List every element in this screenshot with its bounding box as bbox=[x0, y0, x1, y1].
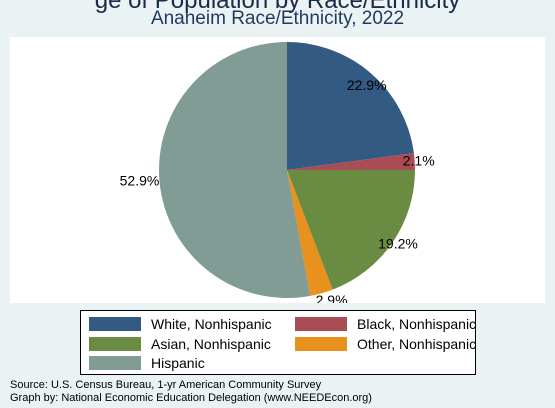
legend-label: White, Nonhispanic bbox=[151, 316, 272, 332]
source-note: Source: U.S. Census Bureau, 1-yr America… bbox=[10, 379, 372, 405]
source-line: Source: U.S. Census Bureau, 1-yr America… bbox=[10, 379, 322, 391]
legend-item-white-nonhispanic: White, Nonhispanic bbox=[89, 315, 272, 333]
legend-swatch bbox=[295, 317, 347, 331]
pie-slice-other-nonhispanic bbox=[287, 170, 333, 296]
slice-label-white-nonhispanic: 22.9% bbox=[347, 77, 387, 93]
chart-legend: White, Nonhispanic Black, Nonhispanic Asia… bbox=[80, 310, 476, 375]
chart-title: Anaheim Race/Ethnicity, 2022 bbox=[150, 8, 405, 29]
plot-area: 22.9% 2.1% 19.2% 2.9% 52.9% bbox=[10, 37, 545, 303]
cut-off-header-title: ge of Population by Race/Ethnicity bbox=[94, 0, 461, 14]
credit-line: Graph by: National Economic Education De… bbox=[10, 392, 372, 404]
legend-label: Hispanic bbox=[151, 355, 205, 371]
slice-label-hispanic: 52.9% bbox=[120, 172, 160, 188]
legend-swatch bbox=[89, 337, 141, 351]
legend-swatch bbox=[295, 337, 347, 351]
pie-slice-white-nonhispanic bbox=[287, 42, 414, 170]
legend-item-black-nonhispanic: Black, Nonhispanic bbox=[295, 315, 476, 333]
legend-label: Asian, Nonhispanic bbox=[151, 336, 271, 352]
slice-label-black-nonhispanic: 2.1% bbox=[403, 152, 435, 168]
legend-item-hispanic: Hispanic bbox=[89, 354, 205, 372]
legend-label: Other, Nonhispanic bbox=[357, 336, 477, 352]
legend-swatch bbox=[89, 356, 141, 370]
pie-chart: 22.9% 2.1% 19.2% 2.9% 52.9% bbox=[120, 42, 435, 303]
pie-slice-black-nonhispanic bbox=[287, 153, 415, 170]
slice-label-other-nonhispanic: 2.9% bbox=[316, 292, 348, 303]
legend-label: Black, Nonhispanic bbox=[357, 316, 477, 332]
legend-swatch bbox=[89, 317, 141, 331]
slice-label-asian-nonhispanic: 19.2% bbox=[378, 236, 418, 252]
pie-slice-asian-nonhispanic bbox=[287, 170, 415, 290]
pie-slice-hispanic bbox=[158, 42, 311, 298]
legend-item-asian-nonhispanic: Asian, Nonhispanic bbox=[89, 335, 271, 353]
legend-item-other-nonhispanic: Other, Nonhispanic bbox=[295, 335, 476, 353]
